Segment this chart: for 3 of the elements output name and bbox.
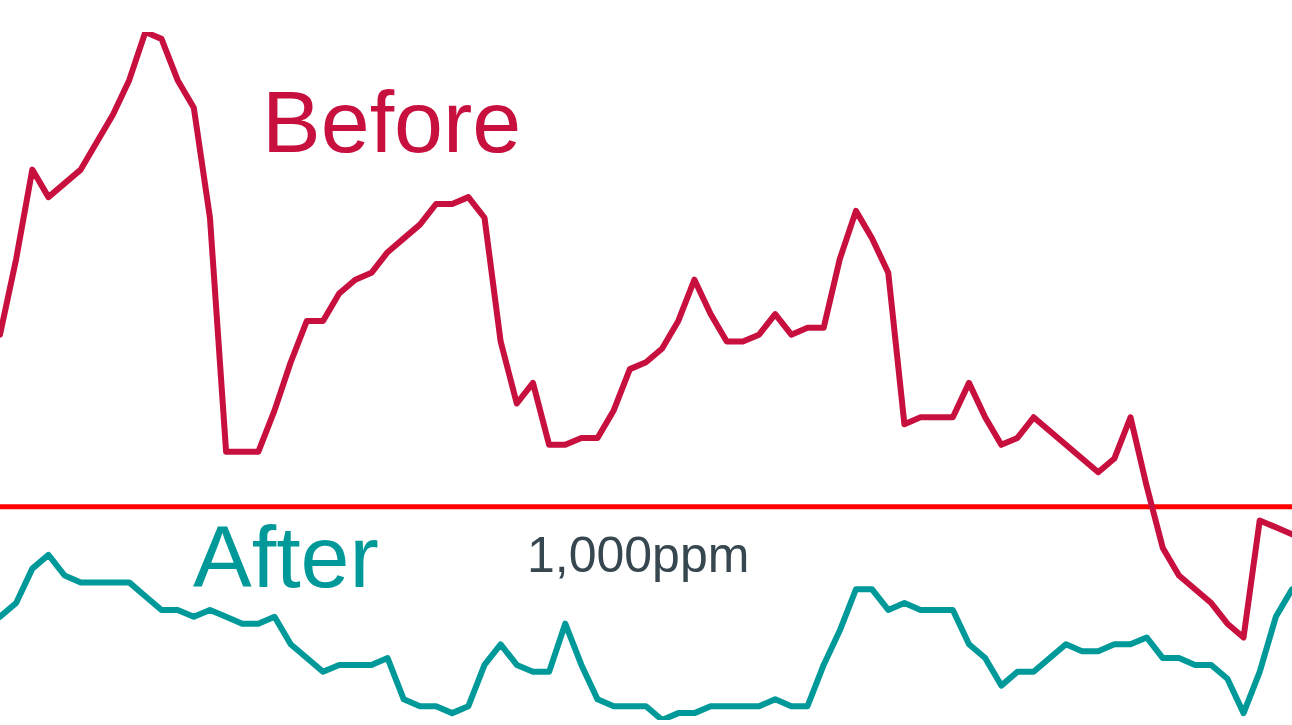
series-label: Before — [262, 72, 522, 171]
series-label: After — [193, 507, 379, 606]
ref-line-label: 1,000ppm — [527, 526, 750, 583]
